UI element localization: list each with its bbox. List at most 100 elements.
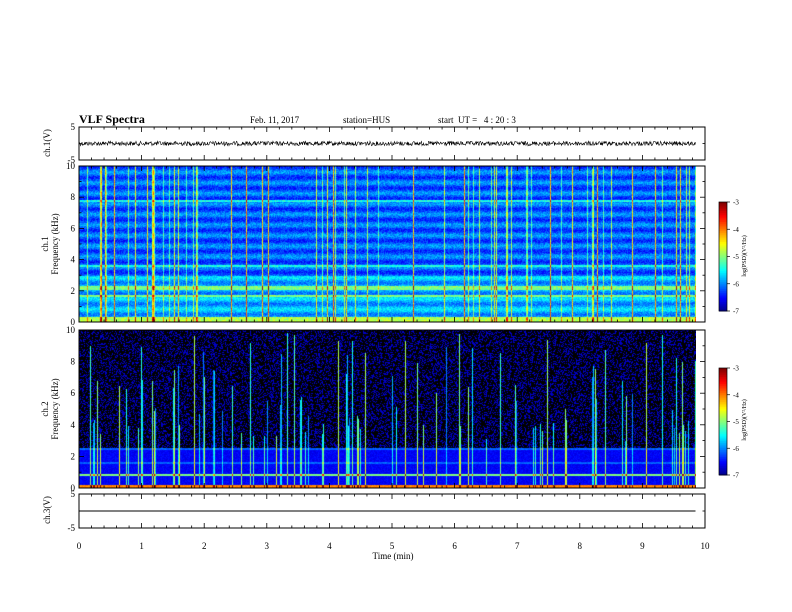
colorbar-segment bbox=[719, 373, 727, 376]
ch1-spectrogram-ylabel-line1: ch.1 bbox=[40, 236, 50, 251]
colorbar-segment bbox=[719, 426, 727, 430]
colorbar-segment bbox=[719, 423, 727, 426]
colorbar-segment bbox=[719, 430, 727, 433]
colorbar-tick-label: -4 bbox=[733, 226, 739, 234]
colorbar-segment bbox=[719, 227, 727, 230]
colorbar-segment bbox=[719, 419, 727, 422]
colorbar-segment bbox=[719, 401, 727, 405]
colorbar-segment bbox=[719, 387, 727, 390]
colorbar-segment bbox=[719, 209, 727, 212]
y-tick-label: 5 bbox=[71, 122, 76, 132]
colorbar-segment bbox=[719, 271, 727, 274]
colorbar-segment bbox=[719, 368, 727, 371]
ch1-spectrogram-ylabel-line2: Frequency (kHz) bbox=[50, 213, 60, 274]
colorbar-segment bbox=[719, 398, 727, 401]
colorbar-segment bbox=[719, 296, 727, 299]
colorbar-segment bbox=[719, 416, 727, 419]
colorbar-segment bbox=[719, 265, 727, 268]
colorbar-segment bbox=[719, 467, 727, 471]
figure-title: VLF Spectra bbox=[79, 112, 145, 126]
ch2-spectrogram-ylabel: ch.2 Frequency (kHz) bbox=[40, 378, 60, 439]
x-tick-label: 4 bbox=[327, 541, 332, 551]
x-tick-label: 2 bbox=[202, 541, 207, 551]
colorbar-segment bbox=[719, 202, 727, 205]
y-tick-label: 10 bbox=[66, 161, 76, 171]
colorbar-segment bbox=[719, 309, 727, 312]
y-tick-label: 10 bbox=[66, 325, 76, 335]
colorbar-segment bbox=[719, 462, 727, 465]
header-start-time: start UT = 4 : 20 : 3 bbox=[438, 115, 516, 125]
header-station: station=HUS bbox=[343, 115, 390, 125]
colorbar-segment bbox=[719, 305, 727, 308]
colorbar-segment bbox=[719, 405, 727, 408]
ch1-waveform-ylabel: ch.1(V) bbox=[42, 129, 52, 157]
colorbar-segment bbox=[719, 453, 727, 456]
colorbar-segment bbox=[719, 205, 727, 208]
x-tick-label: 7 bbox=[515, 541, 520, 551]
colorbar-segment bbox=[719, 464, 727, 467]
colorbar-segment bbox=[719, 421, 727, 424]
colorbar-segment bbox=[719, 369, 727, 373]
colorbar-segment bbox=[719, 211, 727, 214]
ch2-spectrogram-ylabel-line2: Frequency (kHz) bbox=[50, 378, 60, 439]
colorbar-segment bbox=[719, 261, 727, 265]
colorbar-segment bbox=[719, 414, 727, 417]
colorbar-segment bbox=[719, 283, 727, 287]
colorbar-segment bbox=[719, 301, 727, 305]
colorbar-segment bbox=[719, 376, 727, 380]
colorbar-segment bbox=[719, 254, 727, 257]
colorbar-segment bbox=[719, 403, 727, 406]
colorbar-segment bbox=[719, 256, 727, 259]
colorbar-segment bbox=[719, 287, 727, 290]
colorbar-segment bbox=[719, 435, 727, 439]
x-tick-label: 8 bbox=[578, 541, 583, 551]
colorbar-segment bbox=[719, 448, 727, 451]
colorbar-segment bbox=[719, 289, 727, 292]
colorbar-segment bbox=[719, 258, 727, 261]
colorbar-segment bbox=[719, 212, 727, 216]
x-tick-label: 10 bbox=[701, 541, 711, 551]
y-tick-label: 0 bbox=[71, 317, 76, 327]
colorbar-segment bbox=[719, 218, 727, 221]
colorbar-segment bbox=[719, 444, 727, 447]
colorbar-segment bbox=[719, 240, 727, 243]
header-date: Feb. 11, 2017 bbox=[250, 115, 300, 125]
colorbar-segment bbox=[719, 451, 727, 455]
colorbar-segment bbox=[719, 220, 727, 223]
colorbar-segment bbox=[719, 303, 727, 307]
colorbar-segment bbox=[719, 400, 727, 403]
ch2-spectrogram-panel: 0 2 4 6 8 10 bbox=[66, 325, 706, 493]
y-tick-label: 4 bbox=[71, 420, 76, 430]
x-tick-label: 1 bbox=[139, 541, 144, 551]
x-tick-label: 6 bbox=[452, 541, 457, 551]
y-tick-label: 0 bbox=[71, 483, 76, 493]
ch3-waveform-ylabel: ch.3(V) bbox=[42, 496, 52, 524]
y-tick-label: 6 bbox=[71, 223, 76, 233]
colorbar-tick-label: -3 bbox=[733, 365, 739, 373]
ch1-colorbar: -3 -4 -5 -6 -7 bbox=[718, 199, 739, 316]
colorbar-segment bbox=[719, 221, 727, 225]
y-tick-label: -5 bbox=[68, 523, 76, 533]
x-axis-label: Time (min) bbox=[373, 551, 414, 561]
colorbar-segment bbox=[719, 385, 727, 389]
x-tick-label: 5 bbox=[390, 541, 395, 551]
colorbar-tick-label: -4 bbox=[733, 391, 739, 399]
colorbar-segment bbox=[719, 428, 727, 431]
colorbar-segment bbox=[719, 392, 727, 396]
colorbar-segment bbox=[719, 247, 727, 250]
colorbar-segment bbox=[719, 412, 727, 415]
colorbar-segment bbox=[719, 231, 727, 234]
colorbar-tick-label: -6 bbox=[733, 445, 739, 453]
colorbar-tick-label: -6 bbox=[733, 280, 739, 288]
colorbar-segment bbox=[719, 232, 727, 236]
colorbar-segment bbox=[719, 460, 727, 464]
colorbar-segment bbox=[719, 389, 727, 392]
colorbar-segment bbox=[719, 280, 727, 283]
spectrogram-image bbox=[79, 166, 696, 322]
colorbar-segment bbox=[719, 236, 727, 239]
colorbar-segment bbox=[719, 455, 727, 458]
colorbar-segment bbox=[719, 391, 727, 394]
colorbar-segment bbox=[719, 234, 727, 238]
colorbar-segment bbox=[719, 278, 727, 281]
colorbar-segment bbox=[719, 437, 727, 440]
